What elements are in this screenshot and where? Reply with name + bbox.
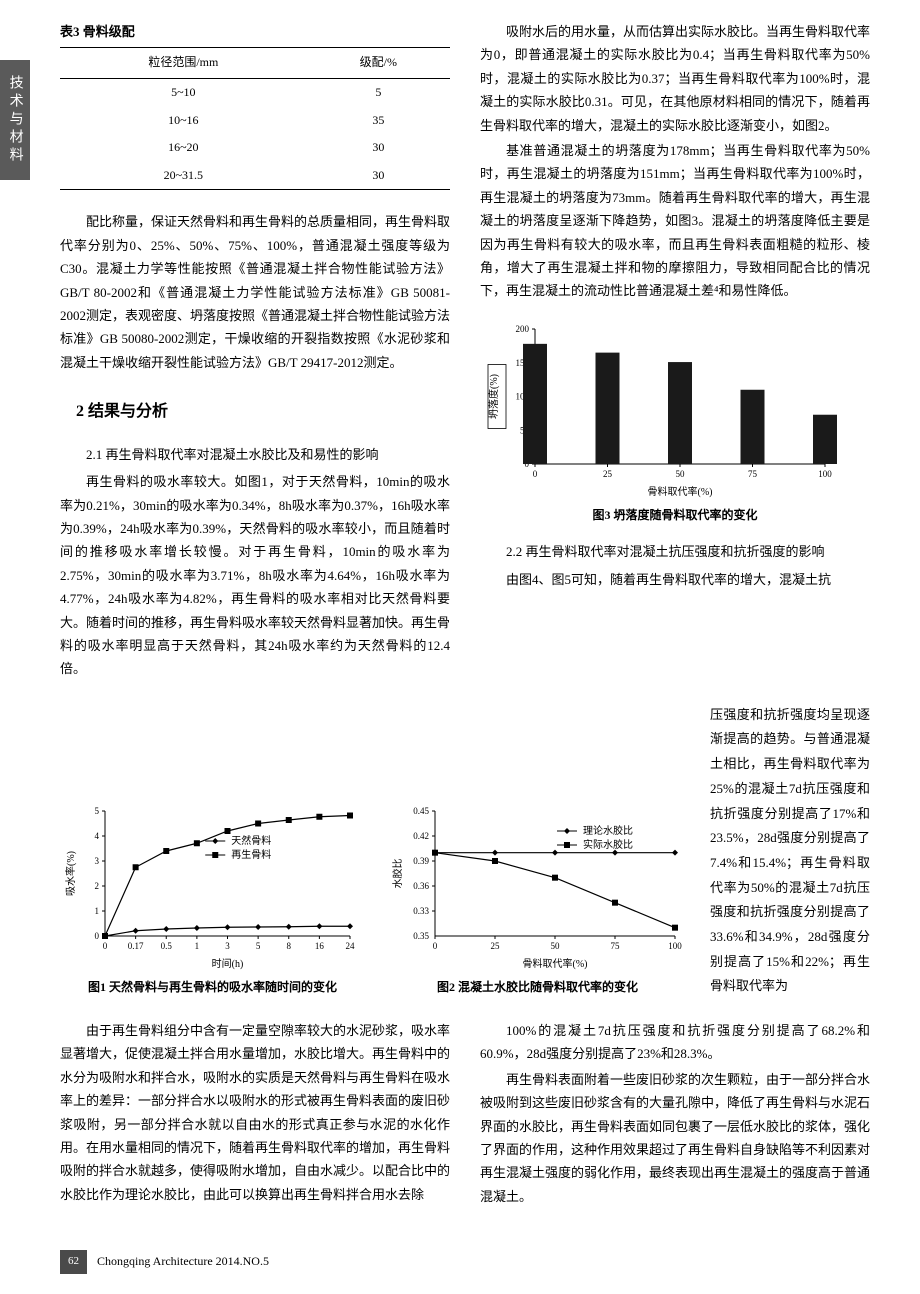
svg-text:5: 5 [95, 806, 100, 816]
svg-text:25: 25 [491, 941, 501, 951]
fig2-caption: 图2 混凝土水胶比随骨料取代率的变化 [385, 977, 690, 999]
table3-h1: 级配/% [307, 48, 450, 79]
svg-text:200: 200 [516, 324, 530, 334]
svg-text:0.36: 0.36 [413, 881, 429, 891]
svg-text:0: 0 [533, 469, 538, 479]
svg-text:100: 100 [818, 469, 832, 479]
svg-text:0.17: 0.17 [128, 941, 144, 951]
bottom-right-p2: 再生骨料表面附着一些废旧砂浆的次生颗粒，由于一部分拌合水被吸附到这些废旧砂浆含有… [480, 1068, 870, 1208]
footer: 62 Chongqing Architecture 2014.NO.5 [60, 1240, 870, 1274]
svg-text:0.35: 0.35 [413, 931, 429, 941]
fig2-container: 0.33 0.36 0.39 0.42 0.45 0.35 0 25 50 75 100 骨料取代率(… [385, 801, 690, 999]
right-p1: 吸附水后的用水量，从而估算出实际水胶比。当再生骨料取代率为0，即普通混凝土的实际… [480, 20, 870, 137]
svg-text:1: 1 [95, 906, 100, 916]
svg-text:16: 16 [315, 941, 325, 951]
svg-text:1: 1 [195, 941, 200, 951]
section-2: 2 结果与分析 [60, 398, 450, 427]
table-cell: 5~10 [60, 78, 307, 106]
svg-text:8: 8 [287, 941, 292, 951]
svg-text:0: 0 [103, 941, 108, 951]
svg-text:吸水率(%): 吸水率(%) [64, 851, 77, 896]
svg-text:0.39: 0.39 [413, 856, 429, 866]
bottom-right-p1: 100%的混凝土7d抗压强度和抗折强度分别提高了68.2%和60.9%，28d强… [480, 1019, 870, 1066]
right-p2: 基准普通混凝土的坍落度为178mm；当再生骨料取代率为50%时，再生混凝土的坍落… [480, 139, 870, 303]
svg-text:4: 4 [95, 831, 100, 841]
side-tab: 技术与材料 [0, 60, 30, 180]
left-p2: 再生骨料的吸水率较大。如图1，对于天然骨料，10min的吸水率为0.21%，30… [60, 470, 450, 681]
table-cell: 30 [307, 134, 450, 162]
svg-text:骨料取代率(%): 骨料取代率(%) [523, 957, 588, 970]
svg-text:75: 75 [611, 941, 621, 951]
svg-text:100: 100 [668, 941, 682, 951]
table-cell: 30 [307, 162, 450, 190]
svg-text:50: 50 [551, 941, 561, 951]
svg-text:3: 3 [95, 856, 100, 866]
table3: 粒径范围/mm 级配/% 5~10510~163516~203020~31.53… [60, 47, 450, 190]
svg-text:0.5: 0.5 [161, 941, 173, 951]
svg-text:实际水胶比: 实际水胶比 [583, 838, 633, 851]
table3-title: 表3 骨料级配 [60, 20, 450, 43]
svg-text:0.45: 0.45 [413, 806, 429, 816]
sub-2-1: 2.1 再生骨料取代率对混凝土水胶比及和易性的影响 [60, 443, 450, 466]
page-number: 62 [60, 1250, 87, 1274]
bottom-left-p1: 由于再生骨料组分中含有一定量空隙率较大的水泥砂浆，吸水率显著增大，促使混凝土拌合… [60, 1019, 450, 1206]
svg-text:3: 3 [225, 941, 230, 951]
right-p3: 由图4、图5可知，随着再生骨料取代率的增大，混凝土抗 [480, 568, 870, 591]
svg-text:0.33: 0.33 [413, 906, 429, 916]
svg-text:0: 0 [433, 941, 438, 951]
svg-text:再生骨料: 再生骨料 [231, 848, 271, 861]
table-cell: 10~16 [60, 107, 307, 135]
fig3-chart: 0501001502000255075100骨料取代率(%)坍落度(%) [480, 319, 840, 499]
svg-text:24: 24 [346, 941, 356, 951]
svg-text:0.42: 0.42 [413, 831, 429, 841]
svg-text:时间(h): 时间(h) [212, 957, 244, 970]
svg-text:2: 2 [95, 881, 100, 891]
svg-text:理论水胶比: 理论水胶比 [583, 824, 633, 837]
left-p1: 配比称量，保证天然骨料和再生骨料的总质量相同，再生骨料取代率分别为0、25%、5… [60, 210, 450, 374]
fig1-container: 0 1 2 3 4 5 0 0.17 0.5 1 3 5 8 16 24 时间(h) 吸水率(%) 天然骨料再生骨… [60, 801, 365, 999]
svg-text:坍落度(%): 坍落度(%) [487, 374, 500, 419]
svg-text:0: 0 [95, 931, 100, 941]
svg-text:天然骨料: 天然骨料 [231, 834, 271, 847]
right-text-col: 压强度和抗折强度均呈现逐渐提高的趋势。与普通混凝土相比，再生骨料取代率为25%的… [710, 703, 870, 999]
fig3-caption: 图3 坍落度随骨料取代率的变化 [480, 505, 870, 527]
svg-text:骨料取代率(%): 骨料取代率(%) [648, 485, 713, 498]
fig1-chart: 0 1 2 3 4 5 0 0.17 0.5 1 3 5 8 16 24 时间(h) 吸水率(%) 天然骨料再生骨… [60, 801, 360, 971]
svg-text:水胶比: 水胶比 [391, 859, 404, 889]
svg-text:50: 50 [676, 469, 686, 479]
svg-text:25: 25 [603, 469, 613, 479]
table3-h0: 粒径范围/mm [60, 48, 307, 79]
table-cell: 16~20 [60, 134, 307, 162]
table-cell: 35 [307, 107, 450, 135]
fig1-caption: 图1 天然骨料与再生骨料的吸水率随时间的变化 [60, 977, 365, 999]
table-cell: 20~31.5 [60, 162, 307, 190]
fig2-chart: 0.33 0.36 0.39 0.42 0.45 0.35 0 25 50 75 100 骨料取代率(… [385, 801, 685, 971]
table-cell: 5 [307, 78, 450, 106]
sub-2-2: 2.2 再生骨料取代率对混凝土抗压强度和抗折强度的影响 [480, 540, 870, 563]
footer-text: Chongqing Architecture 2014.NO.5 [97, 1251, 269, 1273]
svg-text:75: 75 [748, 469, 758, 479]
fig3-container: 0501001502000255075100骨料取代率(%)坍落度(%) 图3 … [480, 319, 870, 527]
svg-text:5: 5 [256, 941, 261, 951]
